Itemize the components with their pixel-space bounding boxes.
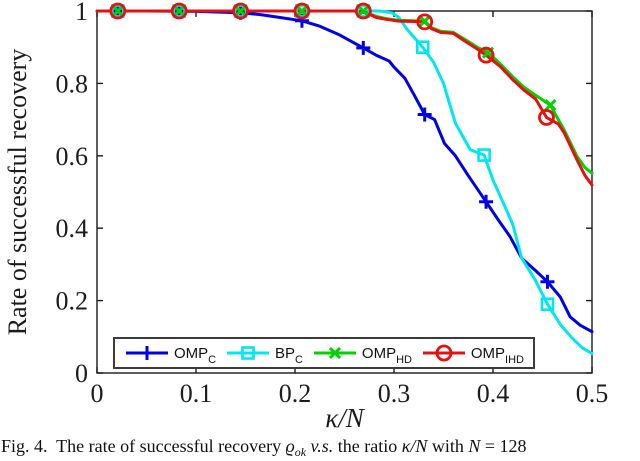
caption-segment: v.s. — [310, 436, 334, 456]
caption-segment: ϱ — [285, 436, 295, 456]
axes-box — [96, 10, 593, 374]
legend-label: OMPC — [174, 344, 217, 366]
chart-legend: OMPC BPC OMPHD OMPIHD — [113, 337, 535, 369]
legend-marker-square-icon — [227, 346, 270, 360]
legend-item-OMP_C: OMPC — [124, 344, 217, 366]
x-tick-label: 0.3 — [378, 379, 411, 408]
x-tick-label: 0.5 — [576, 379, 609, 408]
legend-label: OMPHD — [361, 344, 412, 366]
legend-label: BPC — [275, 344, 303, 366]
series-markers-OMP_HD — [111, 4, 557, 112]
y-tick-label: 0.4 — [56, 214, 89, 243]
series-line-BP_C — [95, 9, 594, 355]
x-tick-label: 0.4 — [477, 379, 510, 408]
axis-ticks: 0 0.1 0.2 0.3 0.4 0.5 0 0.2 0.4 0.6 0.8 1 — [56, 0, 609, 408]
y-tick-label: 0.8 — [56, 69, 89, 98]
legend-item-BP_C: BPC — [225, 344, 303, 366]
series-markers-OMP_IHD — [109, 2, 555, 126]
y-tick-label: 0 — [75, 359, 88, 388]
chart-canvas: 0 0.1 0.2 0.3 0.4 0.5 0 0.2 0.4 0.6 0.8 1 Rate of su… — [3, 0, 609, 432]
y-axis-label: Rate of successful recovery — [3, 49, 32, 336]
y-tick-label: 0.6 — [56, 142, 89, 171]
caption-segment: Fig. 4. The rate of successful recovery — [1, 436, 286, 456]
figure-caption: Fig. 4. The rate of successful recovery … — [1, 436, 640, 460]
legend-label: OMPIHD — [470, 344, 524, 366]
legend-marker-circle-icon — [422, 344, 465, 362]
caption-segment: κ/N — [401, 436, 428, 456]
caption-segment: N — [468, 436, 481, 456]
caption-segment: the ratio — [333, 436, 402, 456]
caption-segment: = 128 — [480, 436, 527, 456]
series-line-OMP_HD — [95, 9, 594, 175]
x-tick-label: 0 — [91, 379, 104, 408]
legend-item-OMP_IHD: OMPIHD — [421, 344, 524, 366]
series-markers-OMP_C — [110, 4, 555, 289]
caption-segment: ok — [294, 445, 307, 459]
y-tick-label: 0.2 — [56, 287, 89, 316]
y-tick-label: 1 — [75, 0, 88, 26]
x-tick-label: 0.1 — [180, 379, 213, 408]
caption-segment: with — [427, 436, 469, 456]
x-axis-label: κ/N — [325, 403, 365, 432]
legend-marker-x-icon — [313, 346, 356, 360]
series-line-OMP_C — [95, 9, 594, 334]
legend-marker-plus-icon — [126, 346, 168, 360]
legend-item-OMP_HD: OMPHD — [312, 344, 412, 366]
x-tick-label: 0.2 — [279, 379, 312, 408]
series-markers-BP_C — [110, 4, 555, 312]
